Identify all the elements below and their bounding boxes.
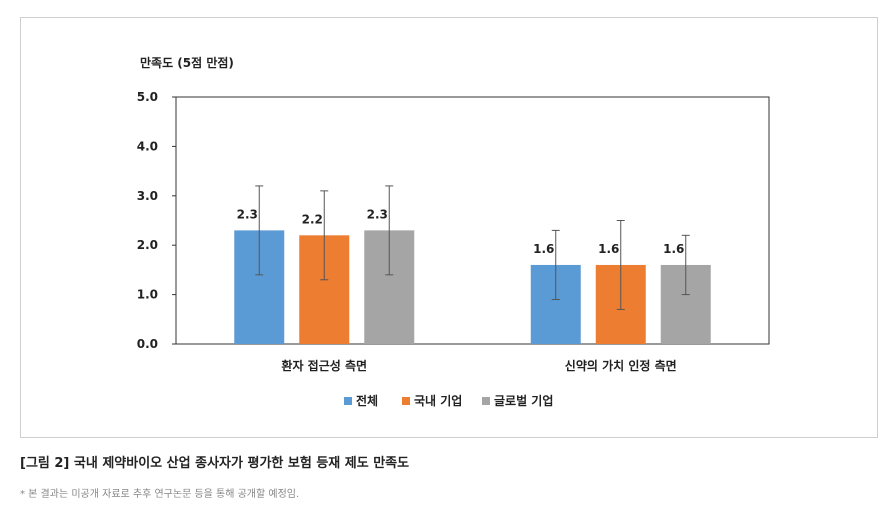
y-tick-label: 1.0 (137, 288, 158, 302)
footnote: * 본 결과는 미공개 자료로 추후 연구논문 등을 통해 공개할 예정임. (20, 489, 300, 500)
plot-area (175, 96, 770, 345)
y-tick-label: 3.0 (137, 189, 158, 203)
data-label: 1.6 (533, 242, 554, 256)
y-tick-label: 5.0 (137, 90, 158, 104)
data-label: 2.3 (237, 207, 258, 221)
legend-swatch (344, 397, 352, 405)
legend-label: 전체 (356, 393, 378, 408)
data-label: 1.6 (663, 242, 684, 256)
category-label: 환자 접근성 측면 (281, 358, 367, 373)
data-label: 1.6 (598, 242, 619, 256)
legend-label: 국내 기업 (414, 393, 462, 408)
y-tick-label: 2.0 (137, 238, 158, 252)
data-label: 2.2 (302, 212, 323, 226)
data-label: 2.3 (367, 207, 388, 221)
category-labels: 환자 접근성 측면 신약의 가치 인정 측면 (281, 358, 676, 373)
legend-label: 글로벌 기업 (494, 393, 553, 408)
y-tick-label: 4.0 (137, 139, 158, 153)
chart-frame (20, 17, 878, 438)
y-axis-label: 만족도 (5점 만점) (140, 55, 234, 70)
bar-chart: 만족도 (5점 만점) 0.01.02.03.04.05.0 2.3 2.2 2.3… (137, 55, 770, 408)
legend: 전체 국내 기업 글로벌 기업 (344, 393, 553, 408)
category-label: 신약의 가치 인정 측면 (565, 358, 677, 373)
figure-caption: [그림 2] 국내 제약바이오 산업 종사자가 평가한 보험 등재 제도 만족도 (20, 456, 410, 471)
y-tick-label: 0.0 (137, 337, 158, 351)
y-ticks: 0.0 1.0 2.0 3.0 4.0 5.0 (137, 90, 176, 351)
legend-swatch (402, 397, 410, 405)
legend-swatch (482, 397, 490, 405)
bars: 2.3 2.2 2.3 1.6 1.6 1.6 (234, 185, 711, 344)
